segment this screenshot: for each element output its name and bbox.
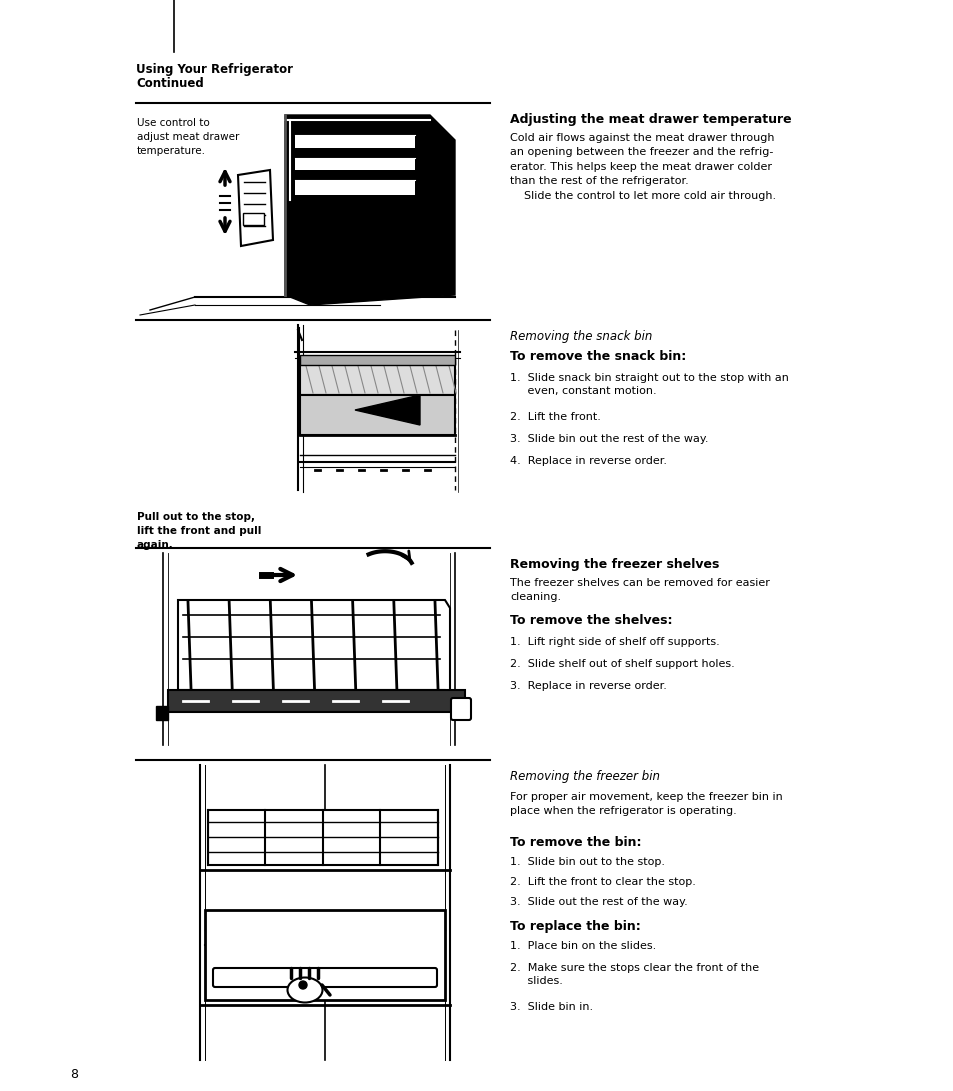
Text: adjust meat drawer: adjust meat drawer (137, 132, 239, 142)
Text: 2.  Make sure the stops clear the front of the
     slides.: 2. Make sure the stops clear the front o… (510, 963, 759, 986)
Text: 1.  Slide snack bin straight out to the stop with an
     even, constant motion.: 1. Slide snack bin straight out to the s… (510, 373, 788, 396)
Text: Cold air flows against the meat drawer through
an opening between the freezer an: Cold air flows against the meat drawer t… (510, 133, 776, 201)
Ellipse shape (287, 978, 322, 1003)
Bar (299, 355, 455, 365)
Text: Removing the snack bin: Removing the snack bin (510, 329, 652, 343)
Bar (156, 706, 168, 720)
Polygon shape (355, 395, 419, 425)
Text: Pull out to the stop,: Pull out to the stop, (137, 512, 254, 521)
Text: temperature.: temperature. (137, 146, 206, 156)
Text: Removing the freezer shelves: Removing the freezer shelves (510, 558, 719, 571)
Text: 3.  Slide bin in.: 3. Slide bin in. (510, 1002, 593, 1012)
Text: 2.  Lift the front to clear the stop.: 2. Lift the front to clear the stop. (510, 877, 695, 887)
Text: 3.  Slide out the rest of the way.: 3. Slide out the rest of the way. (510, 897, 687, 907)
Bar (294, 135, 415, 148)
Text: Using Your Refrigerator: Using Your Refrigerator (136, 63, 293, 76)
Text: To remove the snack bin:: To remove the snack bin: (510, 350, 685, 363)
Text: 8: 8 (70, 1068, 78, 1081)
Bar (294, 180, 415, 195)
Bar (294, 158, 415, 170)
Text: 2.  Slide shelf out of shelf support holes.: 2. Slide shelf out of shelf support hole… (510, 659, 734, 669)
Text: The freezer shelves can be removed for easier
cleaning.: The freezer shelves can be removed for e… (510, 578, 769, 602)
Text: To remove the shelves:: To remove the shelves: (510, 614, 672, 627)
Polygon shape (285, 115, 455, 305)
Text: 1.  Place bin on the slides.: 1. Place bin on the slides. (510, 942, 656, 951)
Text: Use control to: Use control to (137, 118, 210, 128)
Bar (299, 395, 455, 435)
FancyBboxPatch shape (213, 968, 436, 987)
Text: 1.  Lift right side of shelf off supports.: 1. Lift right side of shelf off supports… (510, 637, 719, 647)
Text: 1.  Slide bin out to the stop.: 1. Slide bin out to the stop. (510, 858, 664, 867)
Text: 3.  Slide bin out the rest of the way.: 3. Slide bin out the rest of the way. (510, 434, 708, 444)
Text: 3.  Replace in reverse order.: 3. Replace in reverse order. (510, 681, 666, 691)
Text: again.: again. (137, 540, 173, 550)
Bar (208, 810, 437, 865)
Text: 2.  Lift the front.: 2. Lift the front. (510, 412, 600, 422)
Text: Continued: Continued (136, 77, 204, 89)
Text: For proper air movement, keep the freezer bin in
place when the refrigerator is : For proper air movement, keep the freeze… (510, 792, 781, 816)
Polygon shape (237, 170, 273, 245)
Bar (243, 213, 264, 225)
Polygon shape (178, 600, 450, 698)
Text: Adjusting the meat drawer temperature: Adjusting the meat drawer temperature (510, 113, 791, 125)
Bar (205, 910, 444, 1000)
Text: 4.  Replace in reverse order.: 4. Replace in reverse order. (510, 456, 666, 466)
Bar (168, 690, 464, 712)
FancyBboxPatch shape (451, 698, 471, 720)
Text: To replace the bin:: To replace the bin: (510, 920, 640, 933)
Text: Removing the freezer bin: Removing the freezer bin (510, 770, 659, 783)
Text: lift the front and pull: lift the front and pull (137, 526, 261, 536)
Text: To remove the bin:: To remove the bin: (510, 836, 640, 849)
Polygon shape (299, 360, 455, 395)
Circle shape (298, 981, 307, 990)
